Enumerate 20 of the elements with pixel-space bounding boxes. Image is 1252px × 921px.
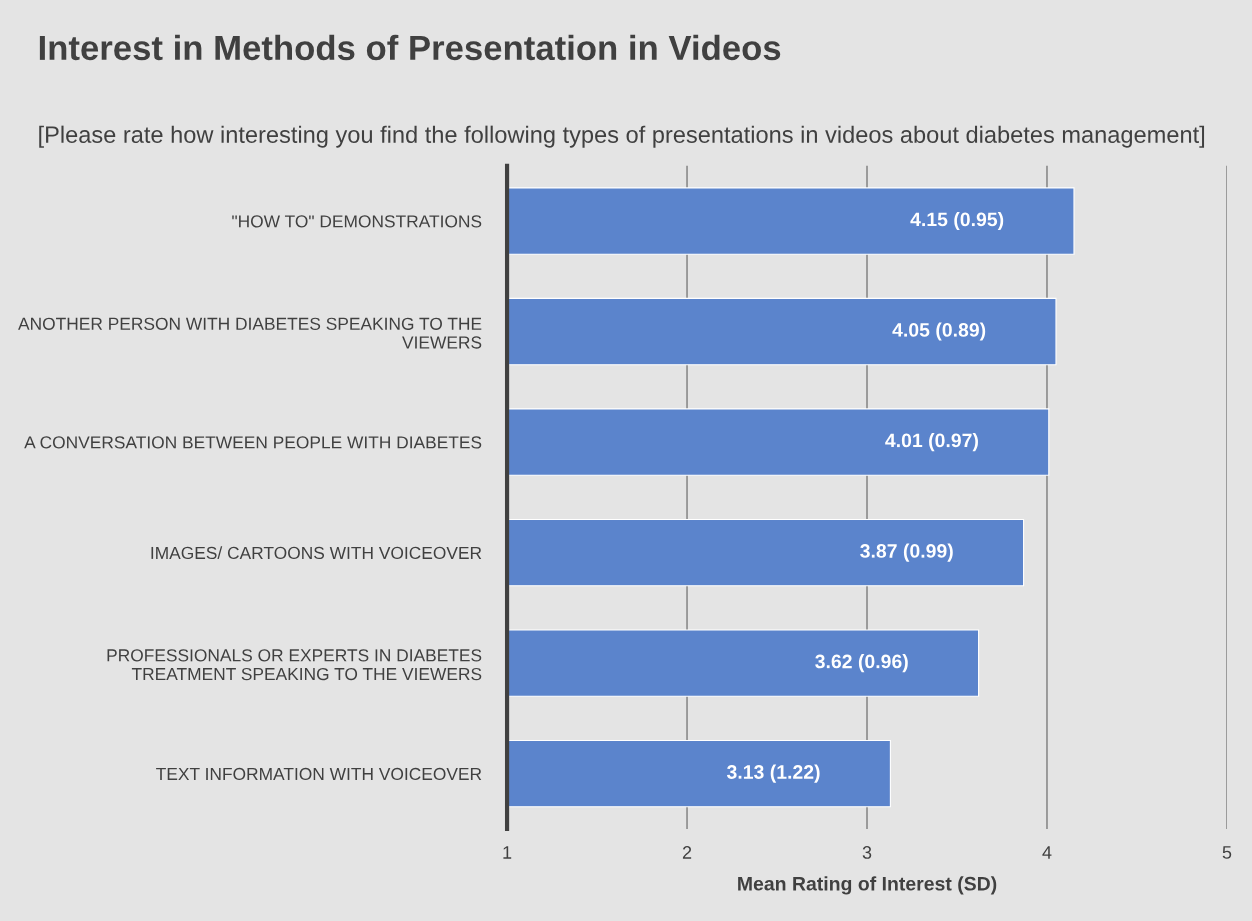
y-tick-label: ANOTHER PERSON WITH DIABETES SPEAKING TO THE VIEWERS [18,317,482,349]
x-axis-title: Mean Rating of Interest (SD) [738,876,997,895]
x-tick-label: 4 [1042,846,1052,859]
data-label: 3.62 (0.96) [815,654,908,673]
x-tick-label: 5 [1222,846,1232,859]
data-label: 4.15 (0.95) [910,211,1004,231]
x-tick-label: 1 [503,846,512,859]
y-tick-label: IMAGES/ CARTOONS WITH VOICEOVER [151,546,482,560]
y-tick-label: "HOW TO" DEMONSTRATIONS [232,215,482,228]
data-label: 4.01 (0.97) [885,433,978,452]
y-tick-label: A CONVERSATION BETWEEN PEOPLE WITH DIABETES [24,436,482,449]
data-label: 3.87 (0.99) [860,543,953,562]
y-tick-label: PROFESSIONALS OR EXPERTS IN DIABETES TREATMENT SPEAKING TO THE VIEWERS [107,649,482,681]
chart-title: Interest in Methods of Presentation in Videos [39,34,781,61]
y-tick-label: TEXT INFORMATION WITH VOICEOVER [156,767,482,781]
data-label: 4.05 (0.89) [892,322,986,341]
x-tick-label: 3 [862,846,872,859]
chart-subtitle: [Please rate how interesting you find the following types of presentations in videos about diabetes management] [39,125,1205,148]
data-label: 3.13 (1.22) [726,764,820,783]
x-tick-label: 2 [682,846,692,859]
